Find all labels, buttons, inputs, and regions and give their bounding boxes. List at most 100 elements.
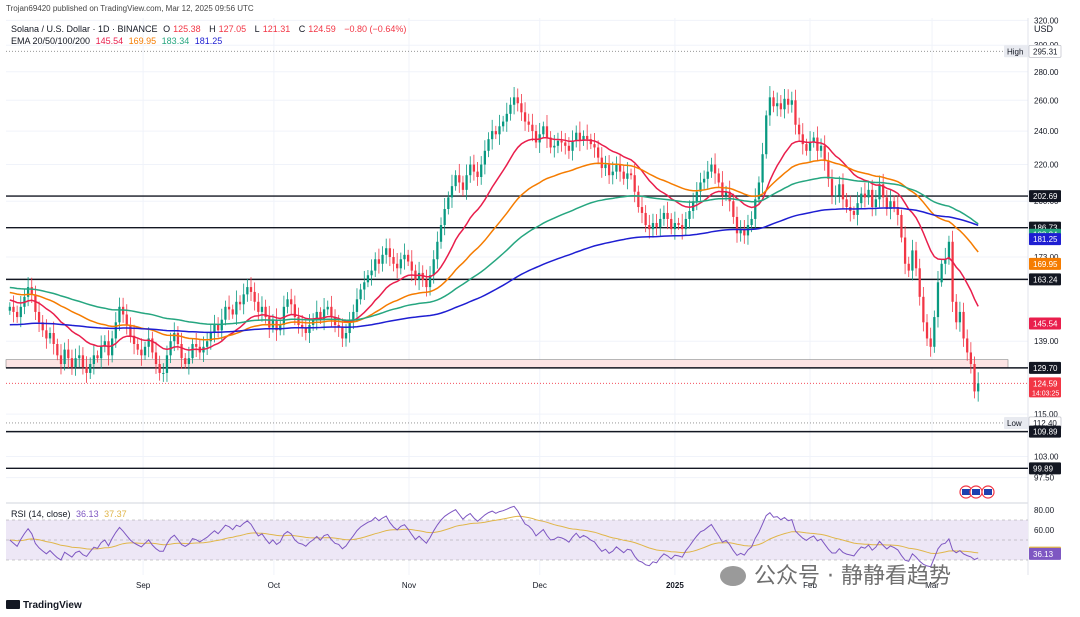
currency-label[interactable]: USD	[1034, 24, 1054, 34]
candle-body	[940, 263, 943, 283]
candle-body	[615, 164, 618, 172]
candle-body	[922, 296, 925, 323]
candle-body	[26, 287, 30, 297]
candle-body	[180, 343, 183, 359]
candle-body	[772, 97, 775, 107]
candle-body	[640, 207, 644, 213]
candle-body	[216, 324, 220, 331]
candle-body	[425, 279, 428, 288]
candle-body	[681, 225, 684, 230]
us-flag-icon-body	[972, 489, 980, 495]
candle-body	[878, 184, 881, 200]
candle-body	[406, 254, 410, 262]
price-tick-label: 139.00	[1034, 337, 1059, 346]
price-axis[interactable]: 320.00300.00280.00260.00240.00220.00200.…	[1004, 16, 1062, 560]
candle-body	[366, 275, 370, 283]
candle-body	[936, 282, 940, 318]
candle-body	[410, 261, 413, 271]
candle-body	[476, 171, 479, 178]
candle-body	[735, 216, 739, 234]
price-tick-label: 320.00	[1034, 16, 1059, 25]
candle-body	[787, 98, 790, 105]
candle-body	[717, 173, 720, 183]
candle-body	[74, 358, 77, 367]
candle-body	[783, 98, 786, 110]
candle-body	[297, 317, 300, 325]
candle-body	[450, 186, 454, 198]
candle-body	[637, 191, 640, 208]
rsi-line	[9, 505, 979, 568]
price-label-text: 202.69	[1033, 192, 1058, 201]
ohlc-open: O 125.38	[163, 24, 201, 34]
candle-body	[125, 314, 128, 325]
candle-body	[260, 306, 264, 312]
candle-body	[549, 137, 552, 148]
candle-body	[89, 364, 92, 373]
candle-body	[352, 311, 355, 323]
time-axis[interactable]: Sep Oct Nov Dec 2025 Feb Mar	[136, 581, 939, 590]
candle-body	[867, 189, 870, 198]
candle-body	[512, 97, 516, 105]
candle-body	[30, 287, 33, 295]
candle-body	[834, 195, 837, 197]
candle-body	[750, 218, 753, 226]
candle-body	[432, 259, 435, 276]
candle-body	[597, 147, 600, 158]
candle-body	[480, 164, 483, 178]
symbol-title[interactable]: Solana / U.S. Dollar · 1D · BINANCE	[11, 24, 158, 34]
candle-body	[721, 182, 724, 196]
price-label-tag	[1029, 361, 1061, 374]
candle-body	[710, 164, 713, 172]
symbol-legend[interactable]: Solana / U.S. Dollar · 1D · BINANCE O 125…	[11, 24, 409, 34]
candle-body	[392, 257, 395, 264]
ema-legend[interactable]: EMA 20/50/100/200 145.54 169.95 183.34 1…	[11, 36, 225, 46]
candle-body	[509, 104, 512, 114]
candle-body	[454, 175, 457, 187]
candle-body	[695, 191, 698, 202]
tradingview-logo-icon	[6, 600, 20, 609]
candle-body	[421, 272, 424, 280]
event-flags-icon[interactable]	[959, 485, 995, 499]
candle-body	[151, 338, 154, 353]
candle-body	[688, 210, 691, 219]
candle-body	[604, 164, 607, 169]
candle-body	[206, 341, 209, 347]
candle-body	[399, 259, 402, 269]
rsi-legend-label[interactable]: RSI (14, close)	[11, 509, 71, 519]
candle-body	[344, 333, 348, 339]
price-tick-label: 103.00	[1034, 453, 1059, 462]
tradingview-logo[interactable]: TradingView	[6, 600, 85, 611]
rsi-legend[interactable]: RSI (14, close) 36.13 37.37	[11, 509, 130, 519]
publisher-line: Trojan69420 published on TradingView.com…	[6, 4, 257, 13]
candle-body	[816, 137, 819, 151]
candle-body	[293, 304, 296, 318]
candle-body	[85, 366, 88, 373]
candle-body	[235, 301, 238, 315]
candle-body	[827, 161, 830, 179]
candle-body	[143, 346, 147, 356]
price-label-text: 186.73	[1033, 224, 1058, 233]
price-label-text: 99.89	[1033, 464, 1054, 473]
candle-body	[505, 113, 508, 122]
candle-body	[304, 327, 307, 334]
candle-body	[494, 131, 497, 135]
candle-body	[502, 121, 505, 127]
price-tick-label: 220.00	[1034, 161, 1059, 170]
price-tick-label: 173.00	[1034, 253, 1059, 262]
candle-body	[520, 103, 523, 113]
ema-legend-label[interactable]: EMA 20/50/100/200	[11, 36, 91, 46]
candle-body	[659, 218, 662, 228]
candle-body	[812, 137, 815, 143]
candle-body	[81, 355, 85, 367]
candle-body	[165, 355, 169, 373]
candle-body	[59, 355, 63, 365]
candle-body	[885, 197, 888, 210]
candle-body	[458, 175, 461, 183]
time-tick-label: Feb	[803, 581, 817, 590]
candle-body	[575, 132, 578, 141]
candle-body	[498, 126, 501, 135]
candle-body	[374, 259, 377, 271]
candle-body	[589, 139, 592, 145]
wechat-icon	[720, 566, 746, 586]
candle-body	[673, 222, 677, 230]
